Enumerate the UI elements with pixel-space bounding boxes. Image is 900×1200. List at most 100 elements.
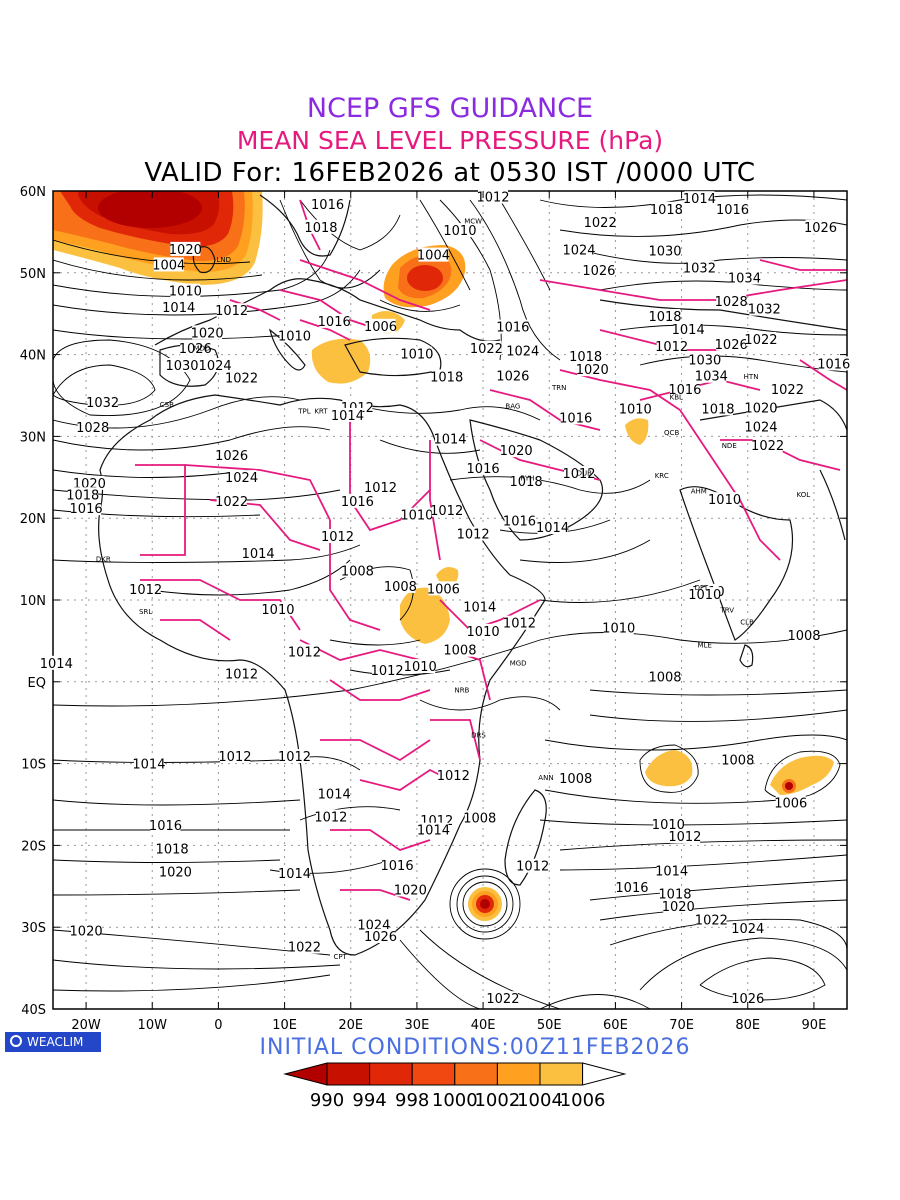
contour-label-bg [709, 492, 740, 507]
contour-label: 1020 [159, 865, 192, 880]
lon-tick-label: 0 [214, 1018, 222, 1033]
contour-label: 1020 [394, 883, 427, 898]
isobar [299, 806, 401, 821]
contour-label-bg [696, 912, 727, 927]
coastline-scandinavia [259, 194, 351, 257]
title-line-1: NCEP GFS GUIDANCE [306, 93, 594, 124]
border-tanzania [430, 719, 481, 761]
contour-label-bg [372, 663, 403, 678]
contour-label-bg [262, 601, 293, 616]
contour-label-bg [656, 863, 687, 878]
isobar [419, 199, 471, 291]
contour-label-bg [358, 917, 389, 932]
contour-label: 1016 [496, 321, 529, 336]
contour-label-bg [689, 587, 720, 602]
contour-label: 1012 [371, 664, 404, 679]
contour-label-bg [818, 356, 849, 371]
contour-label-bg [564, 242, 595, 257]
isobar [589, 709, 847, 722]
isobar [499, 199, 551, 291]
coastline-sri-lanka [739, 644, 754, 668]
contour-label: 1022 [215, 495, 248, 510]
contour-label: 1006 [427, 582, 460, 597]
lon-tick-label: 10E [272, 1018, 297, 1033]
contour-label: 1016 [341, 495, 374, 510]
contour-label-bg [431, 502, 462, 517]
contour-label-bg [752, 438, 783, 453]
lon-tick-label: 70E [669, 1018, 694, 1033]
contour-label-bg [133, 756, 164, 771]
contour-label: 1014 [433, 433, 466, 448]
contour-label-bg [219, 749, 250, 764]
contour-label-bg [468, 461, 499, 476]
shade-low-horn-of-africa [400, 587, 450, 644]
station-label: KRT [314, 407, 328, 415]
station-label: TRV [719, 606, 734, 614]
contour-label-bg [560, 771, 591, 786]
contour-label: 1014 [536, 521, 569, 536]
contour-label: 1016 [381, 859, 414, 874]
contour-label: 1008 [648, 671, 681, 686]
contour-label-bg [722, 752, 753, 767]
contour-label: 1028 [715, 295, 748, 310]
lat-tick-label: 30S [21, 921, 46, 936]
initial-conditions: INITIAL CONDITIONS:00Z11FEB2026 [259, 1035, 691, 1060]
contour-label-bg [365, 318, 396, 333]
logo-text: WEACLIM [27, 1035, 84, 1049]
contour-label: 1012 [655, 340, 688, 355]
contour-label: 1016 [716, 203, 749, 218]
contour-label-bg [616, 879, 647, 894]
contour-label-bg [153, 257, 184, 272]
border-southern-africa [330, 829, 431, 851]
contour-label: 1010 [652, 818, 685, 833]
isobar [379, 299, 461, 312]
weaclim-logo[interactable]: WEACLIM [5, 1032, 101, 1052]
contour-label: 1016 [311, 198, 344, 213]
contour-label: 1020 [191, 326, 224, 341]
border-maghreb [135, 464, 186, 556]
isobar [579, 249, 847, 264]
contour-label: 1024 [199, 359, 232, 374]
coastline-europe [154, 278, 501, 346]
contour-label-bg [163, 299, 194, 314]
contour-label-bg [289, 939, 320, 954]
border-mongolia [759, 259, 847, 271]
contour-label: 1012 [314, 811, 347, 826]
contour-label: 1016 [503, 514, 536, 529]
shade-low-iran [625, 418, 649, 445]
contour-label: 1032 [683, 262, 716, 277]
station-label: DFT [695, 584, 709, 592]
lon-tick-label: 10W [138, 1018, 168, 1033]
contour-label: 1016 [559, 411, 592, 426]
coastline-india [679, 486, 794, 641]
contour-label-bg [279, 749, 310, 764]
contour-label-bg [564, 466, 595, 481]
contour-label: 1010 [400, 348, 433, 363]
contour-label: 1016 [817, 357, 850, 372]
contour-label: 1008 [443, 644, 476, 659]
lat-tick-label: 50N [20, 267, 46, 282]
contour-label: 1028 [76, 421, 109, 436]
station-label: MLE [698, 641, 712, 649]
contour-label: 1012 [218, 750, 251, 765]
contour-label: 1012 [562, 467, 595, 482]
contour-label: 1020 [576, 363, 609, 378]
shade-low-sudan [436, 566, 459, 586]
contour-label-bg [478, 189, 509, 204]
contour-label-bg [716, 294, 747, 309]
contour-label: 1026 [731, 992, 764, 1007]
contour-label: 1014 [162, 301, 195, 316]
contour-label-bg [192, 325, 223, 340]
contour-label-bg [438, 767, 469, 782]
station-label: TRN [551, 384, 566, 392]
border-china [799, 359, 847, 391]
contour-label-bg [405, 659, 436, 674]
contour-label-bg [157, 841, 188, 856]
axes: 60N 50N 40N 30N 20N 10N EQ 10S 20S 30S 40S 20W 10W 0 1… [20, 185, 847, 1033]
border-west-africa-2 [160, 619, 231, 641]
contour-label-bg [160, 864, 191, 879]
border-afghanistan [639, 379, 761, 401]
border-russia-kazakhstan [539, 279, 847, 301]
contour-label-bg [200, 358, 231, 373]
station-label: SRL [139, 608, 152, 616]
